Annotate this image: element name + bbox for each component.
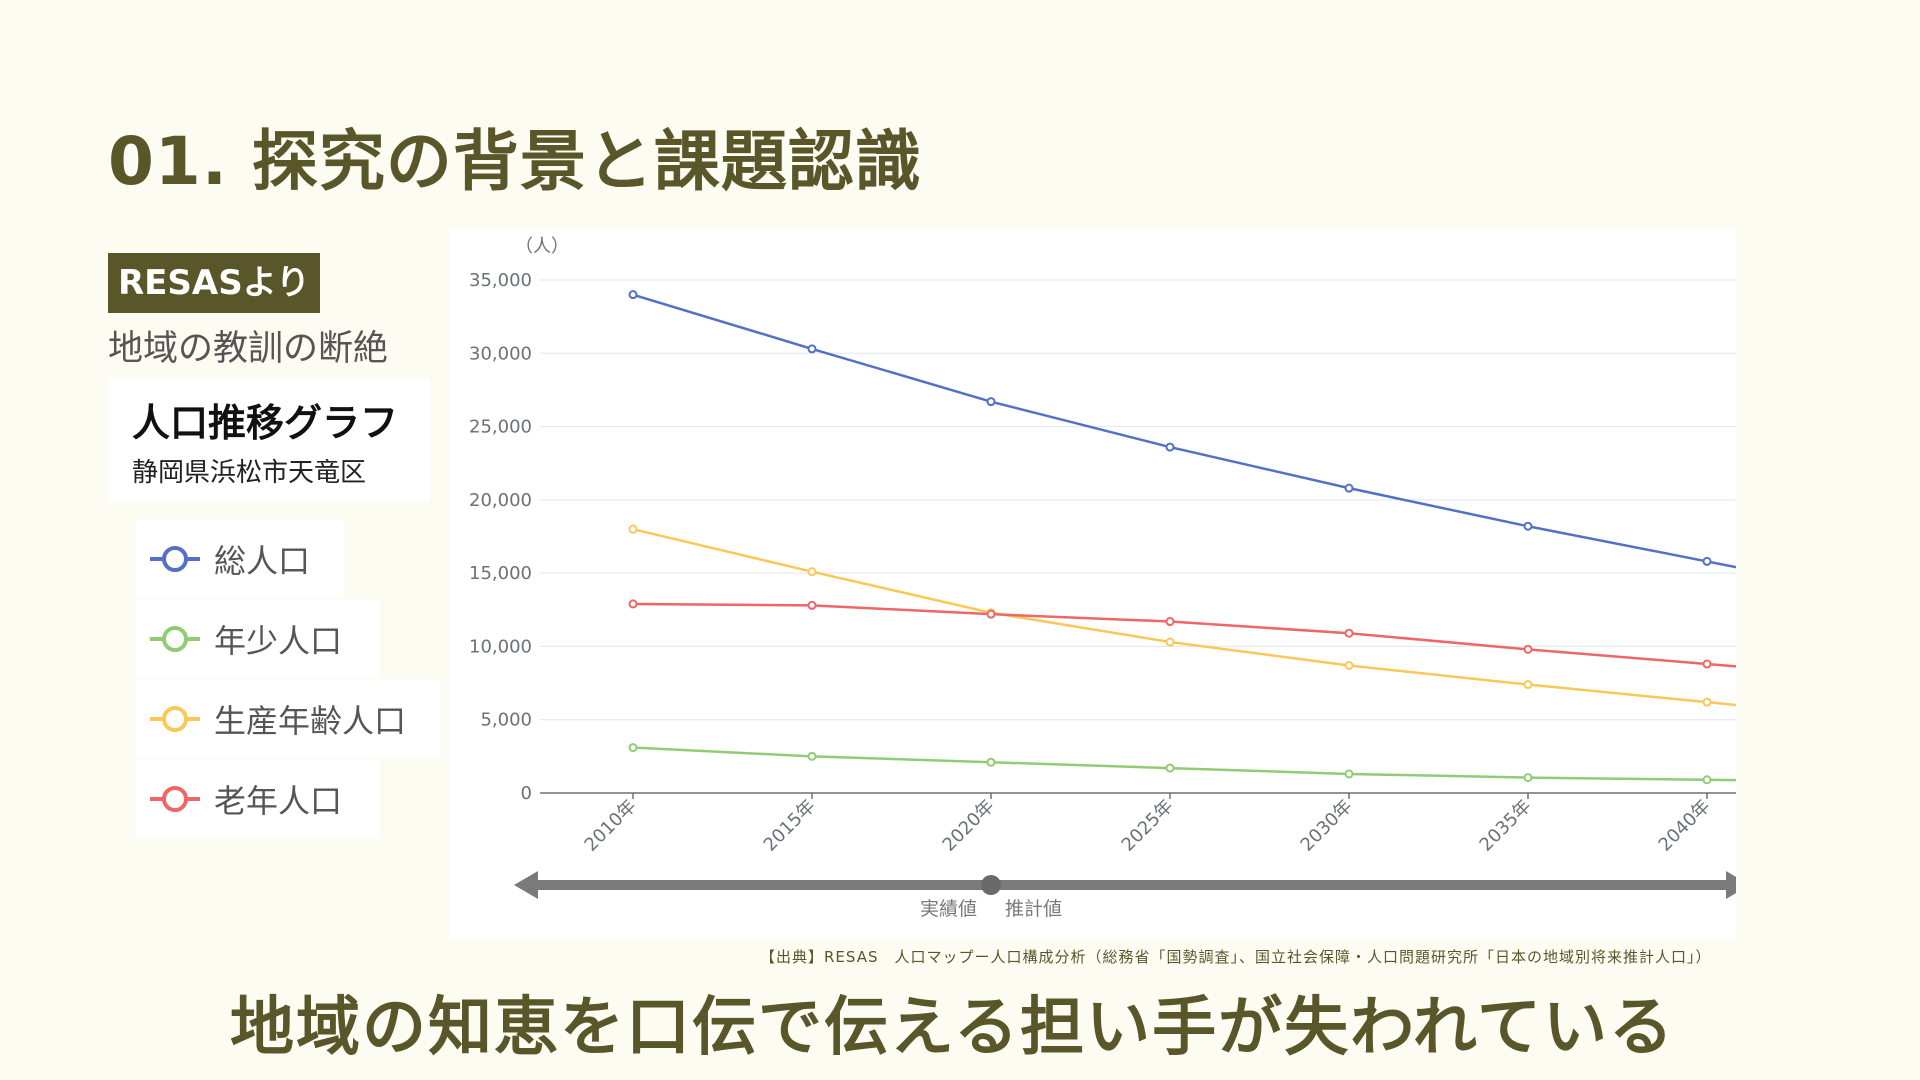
data-point xyxy=(628,743,638,753)
data-point xyxy=(1344,483,1354,493)
x-tick-label: 2015年 xyxy=(760,796,820,856)
y-tick-label: 15,000 xyxy=(469,563,532,584)
chart-panel: （人） 35,000 30,000 25,000 20,000 15,000 10,000 5… xyxy=(450,228,1750,940)
data-point xyxy=(628,524,638,534)
x-tick-label: 2040年 xyxy=(1655,796,1715,856)
slide-title: 01. 探究の背景と課題認識 xyxy=(108,123,922,200)
y-tick-label: 35,000 xyxy=(469,270,532,291)
legend-item-total: 総人口 xyxy=(136,520,344,598)
data-point xyxy=(628,290,638,300)
data-point xyxy=(807,751,817,761)
population-line-chart: （人） 35,000 30,000 25,000 20,000 15,000 10,000 5… xyxy=(469,236,1750,920)
data-point xyxy=(1165,442,1175,452)
source-note: 【出典】RESAS 人口マップー人口構成分析（総務省「国勢調査」、国立社会保障・… xyxy=(760,948,1712,966)
y-tick-label: 25,000 xyxy=(469,417,532,438)
data-point xyxy=(1165,763,1175,773)
legend-label: 総人口 xyxy=(214,542,311,580)
data-point xyxy=(1702,556,1712,566)
y-tick-label: 0 xyxy=(521,783,532,804)
source-badge: RESASより xyxy=(108,253,321,313)
y-tick-label: 10,000 xyxy=(469,636,532,657)
data-point xyxy=(986,609,996,619)
legend-marker-icon xyxy=(150,546,200,572)
legend-marker-icon xyxy=(150,626,200,652)
y-axis-label: （人） xyxy=(515,236,569,257)
period-divider-marker xyxy=(981,875,1001,895)
series-line xyxy=(632,293,1737,569)
x-tick-label: 2035年 xyxy=(1476,796,1536,856)
x-tick-label: 2020年 xyxy=(939,796,999,856)
series-line xyxy=(632,527,1737,707)
data-point xyxy=(1523,521,1533,531)
actual-period-label: 実績値 xyxy=(920,898,977,920)
data-point xyxy=(1523,773,1533,783)
y-tick-label: 5,000 xyxy=(480,710,532,731)
region-label: 静岡県浜松市天竜区 xyxy=(132,458,367,488)
data-point xyxy=(1165,617,1175,627)
period-arrow-right-head xyxy=(1726,871,1750,899)
legend-label: 老年人口 xyxy=(214,782,343,820)
estimate-period-label: 推計値 xyxy=(1005,898,1062,920)
data-point xyxy=(1702,697,1712,707)
x-tick-label: 2025年 xyxy=(1118,796,1178,856)
data-point xyxy=(807,600,817,610)
period-arrow-left-head xyxy=(514,871,538,899)
legend-item-youth: 年少人口 xyxy=(136,600,380,678)
y-tick-label: 30,000 xyxy=(469,343,532,364)
slide-subtitle: 地域の教訓の断絶 xyxy=(108,329,389,369)
data-point xyxy=(807,567,817,577)
legend-item-elderly: 老年人口 xyxy=(136,760,380,838)
legend-marker-icon xyxy=(150,706,200,732)
series-line xyxy=(632,602,1737,668)
data-point xyxy=(986,757,996,767)
data-point xyxy=(1523,680,1533,690)
key-message: 地域の知恵を口伝で伝える担い手が失われている xyxy=(230,991,1675,1065)
x-tick-label: 2010年 xyxy=(581,796,641,856)
data-point xyxy=(628,599,638,609)
data-point xyxy=(1344,660,1354,670)
data-point xyxy=(1344,628,1354,638)
x-tick-label: 2030年 xyxy=(1297,796,1357,856)
data-point xyxy=(1344,769,1354,779)
data-point xyxy=(986,397,996,407)
data-point xyxy=(1702,659,1712,669)
legend-label: 生産年齢人口 xyxy=(214,702,407,740)
legend-marker-icon xyxy=(150,786,200,812)
data-point xyxy=(1523,644,1533,654)
chart-title: 人口推移グラフ xyxy=(132,401,399,445)
data-point xyxy=(807,344,817,354)
chart-title-card: 人口推移グラフ 静岡県浜松市天竜区 xyxy=(108,378,430,502)
y-tick-label: 20,000 xyxy=(469,490,532,511)
data-point xyxy=(1702,775,1712,785)
legend-label: 年少人口 xyxy=(214,622,343,660)
series-line xyxy=(632,746,1737,782)
legend-item-working-age: 生産年齢人口 xyxy=(136,680,440,758)
data-point xyxy=(1165,637,1175,647)
